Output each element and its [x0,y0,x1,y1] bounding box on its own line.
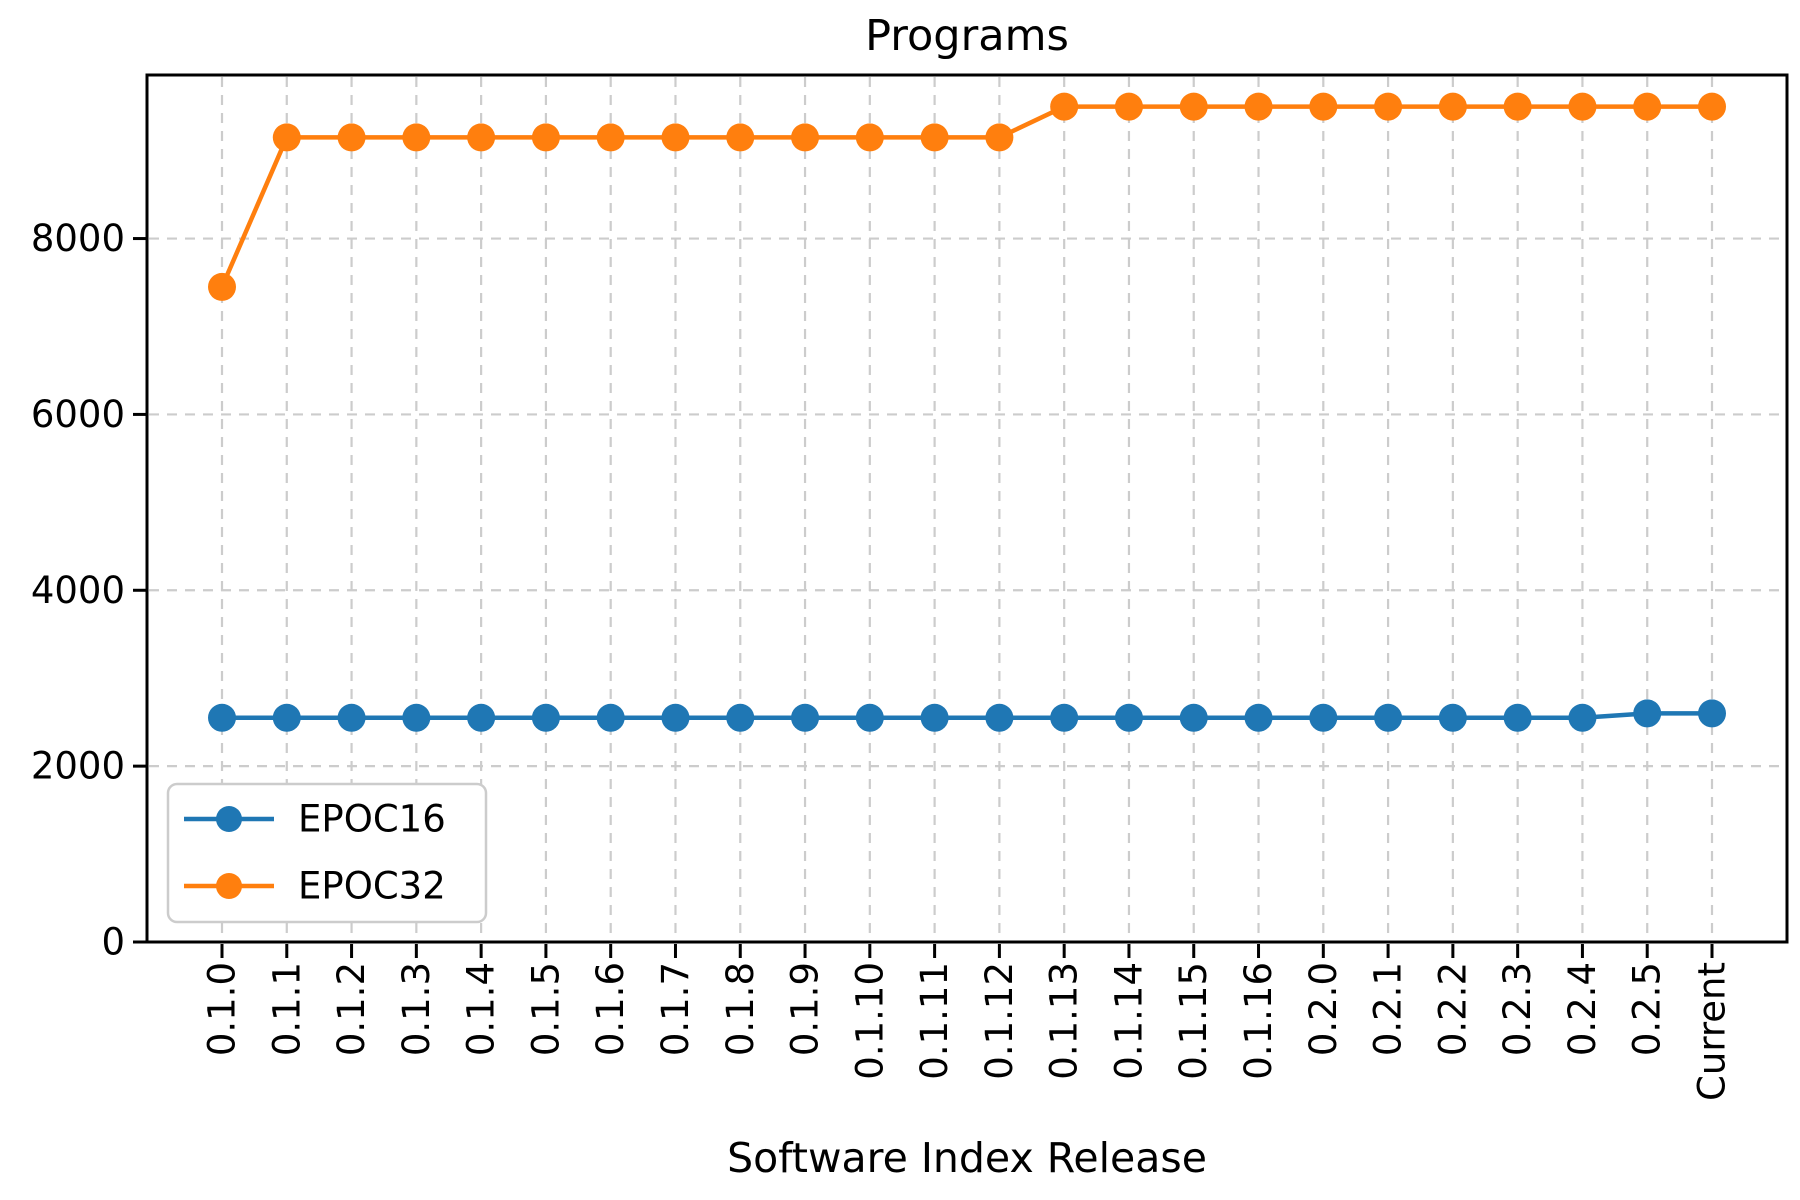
x-tick-label: 0.1.1 [265,962,308,1056]
data-point-epoc16 [1179,703,1208,732]
data-point-epoc32 [1633,92,1662,121]
data-point-epoc32 [1309,92,1338,121]
series-layer [208,92,1726,732]
data-point-epoc16 [1633,699,1662,728]
legend-marker [216,806,242,832]
x-tick-label: 0.1.11 [913,962,956,1080]
x-tick-label: 0.1.14 [1107,962,1150,1080]
legend-label-epoc32: EPOC32 [298,865,446,908]
y-tick-label: 0 [101,921,125,964]
x-tick-label: 0.1.3 [395,962,438,1056]
data-point-epoc32 [1503,92,1532,121]
data-point-epoc32 [531,123,560,152]
plot-border [145,73,1789,944]
data-point-epoc32 [791,123,820,152]
data-point-epoc16 [596,703,625,732]
x-tick-label: 0.2.0 [1302,962,1345,1056]
data-point-epoc32 [467,123,496,152]
data-point-epoc32 [1244,92,1273,121]
x-tick-label: 0.2.1 [1367,962,1410,1056]
data-point-epoc16 [791,703,820,732]
x-tick-label: 0.1.6 [589,962,632,1056]
legend: EPOC16 EPOC32 [166,782,488,924]
data-point-epoc16 [1698,699,1726,728]
data-point-epoc16 [726,703,755,732]
legend-marker [216,873,242,899]
data-point-epoc16 [1374,703,1403,732]
data-point-epoc16 [1244,703,1273,732]
data-point-epoc16 [531,703,560,732]
data-point-epoc32 [1698,92,1726,121]
data-point-epoc16 [985,703,1014,732]
data-point-epoc16 [467,703,496,732]
data-point-epoc16 [1050,703,1079,732]
y-tick-label: 2000 [31,745,125,788]
x-tick-label: Current [1691,962,1734,1101]
data-point-epoc32 [1374,92,1403,121]
data-point-epoc16 [337,703,366,732]
legend-label-epoc16: EPOC16 [298,798,446,841]
x-tick-label: 0.1.8 [719,962,762,1056]
x-tick-label: 0.1.7 [654,962,697,1056]
x-tick-label: 0.2.3 [1496,962,1539,1056]
data-point-epoc16 [661,703,690,732]
data-point-epoc32 [855,123,884,152]
data-point-epoc16 [1503,703,1532,732]
ticks-layer: 0 2000 4000 6000 8000 0.1.0 0.1.1 0.1.2 0.1.3 0.1… [31,217,1734,1101]
y-tick-label: 8000 [31,217,125,260]
x-tick-label: 0.1.0 [201,962,244,1056]
data-point-epoc32 [272,123,301,152]
gridlines-layer [149,77,1785,940]
data-point-epoc16 [208,703,236,732]
x-tick-label: 0.2.2 [1431,962,1474,1056]
data-point-epoc32 [1568,92,1597,121]
chart-title: Programs [865,11,1069,61]
x-tick-label: 0.1.4 [460,962,503,1056]
data-point-epoc16 [1114,703,1143,732]
x-tick-label: 0.1.15 [1172,962,1215,1080]
data-point-epoc32 [596,123,625,152]
x-tick-label: 0.2.4 [1561,962,1604,1056]
x-tick-label: 0.2.5 [1626,962,1669,1056]
data-point-epoc32 [1179,92,1208,121]
x-tick-label: 0.1.12 [978,962,1021,1080]
y-tick-label: 6000 [31,393,125,436]
data-point-epoc16 [1309,703,1338,732]
x-tick-label: 0.1.9 [784,962,827,1056]
series-line-epoc16 [219,711,1715,721]
x-tick-label: 0.1.5 [524,962,567,1056]
data-point-epoc32 [337,123,366,152]
data-point-epoc32 [1438,92,1467,121]
data-point-epoc16 [272,703,301,732]
data-point-epoc16 [1568,703,1597,732]
data-point-epoc16 [1438,703,1467,732]
data-point-epoc16 [855,703,884,732]
x-axis-label: Software Index Release [727,1134,1207,1182]
data-point-epoc32 [402,123,431,152]
x-tick-label: 0.1.13 [1043,962,1086,1080]
x-tick-label: 0.1.10 [848,962,891,1080]
data-point-epoc32 [208,272,236,301]
data-point-epoc32 [920,123,949,152]
data-point-epoc32 [661,123,690,152]
data-point-epoc32 [985,123,1014,152]
x-tick-label: 0.1.2 [330,962,373,1056]
y-tick-label: 4000 [31,569,125,612]
data-point-epoc32 [1050,92,1079,121]
data-point-epoc16 [920,703,949,732]
series-line-epoc32 [219,104,1715,290]
x-tick-label: 0.1.16 [1237,962,1280,1080]
data-point-epoc16 [402,703,431,732]
data-point-epoc32 [1114,92,1143,121]
data-point-epoc32 [726,123,755,152]
